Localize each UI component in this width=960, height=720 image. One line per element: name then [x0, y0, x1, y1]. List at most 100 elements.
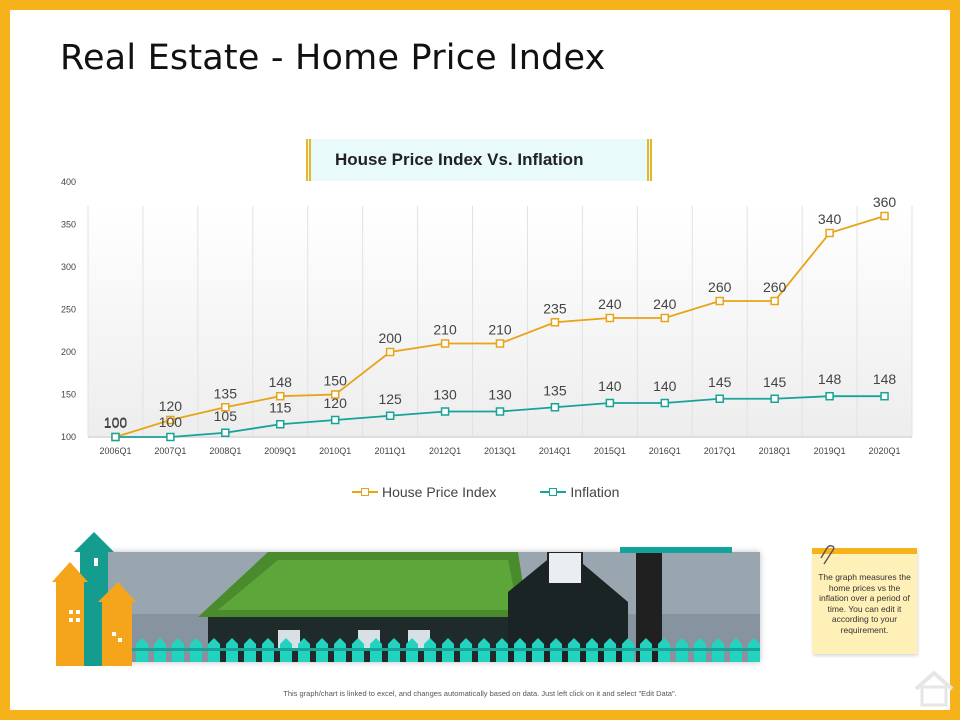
- data-label: 210: [488, 322, 512, 338]
- data-label: 200: [378, 330, 402, 346]
- chart-title-box: House Price Index Vs. Inflation: [306, 139, 652, 181]
- data-label: 140: [653, 378, 677, 394]
- data-point: [166, 432, 175, 442]
- x-tick-label: 2015Q1: [594, 446, 626, 456]
- data-point: [605, 398, 615, 408]
- data-label: 340: [818, 211, 842, 227]
- data-point: [660, 313, 670, 323]
- data-point: [385, 411, 395, 420]
- house-photo: [108, 552, 760, 662]
- x-tick-label: 2009Q1: [264, 446, 296, 456]
- data-label: 148: [269, 374, 293, 390]
- house-illustration: [108, 552, 760, 662]
- data-point: [550, 403, 560, 412]
- data-label: 360: [873, 194, 897, 210]
- data-label: 235: [543, 300, 567, 316]
- fence-rail: [108, 648, 760, 651]
- data-label: 240: [598, 296, 622, 312]
- y-tick-label: 300: [61, 262, 76, 272]
- data-point: [166, 415, 175, 425]
- data-point: [440, 407, 450, 416]
- legend-swatch-house-price-index: [352, 487, 378, 497]
- data-point: [495, 407, 505, 416]
- legend-label-inflation: Inflation: [570, 484, 620, 500]
- data-label: 140: [598, 378, 622, 394]
- data-label: 135: [543, 382, 567, 398]
- data-point: [880, 391, 889, 401]
- data-point: [330, 415, 340, 425]
- x-tick-label: 2016Q1: [649, 446, 681, 456]
- data-point: [660, 398, 670, 408]
- legend-label-house-price-index: House Price Index: [382, 484, 497, 500]
- chart-legend: House Price Index Inflation: [352, 484, 619, 500]
- data-point: [880, 211, 889, 221]
- data-label: 120: [159, 398, 183, 414]
- y-tick-label: 150: [61, 390, 76, 400]
- data-label: 100: [104, 415, 128, 431]
- x-tick-label: 2018Q1: [759, 446, 791, 456]
- data-label: 130: [433, 387, 457, 403]
- data-point: [276, 420, 285, 429]
- paperclip-icon: [820, 545, 835, 565]
- data-label: 260: [763, 279, 787, 295]
- x-tick-label: 2013Q1: [484, 446, 516, 456]
- data-label: 100: [104, 414, 128, 430]
- data-point: [715, 394, 724, 403]
- data-point: [111, 432, 120, 442]
- data-label: 115: [269, 399, 292, 415]
- line-chart: 100 150 200 250 300 350 400 2006Q1 2007Q1 2008Q1…: [61, 177, 913, 456]
- page-title: Real Estate - Home Price Index: [60, 38, 606, 78]
- building-arrows-icon: [52, 532, 136, 666]
- data-label: 145: [708, 374, 732, 390]
- x-tick-label: 2019Q1: [814, 446, 846, 456]
- chart-title: House Price Index Vs. Inflation: [335, 150, 584, 169]
- sticky-note: The graph measures the home prices vs th…: [812, 545, 917, 654]
- data-label: 148: [873, 371, 897, 387]
- x-tick-label: 2020Q1: [869, 446, 901, 456]
- x-tick-label: 2011Q1: [374, 446, 405, 456]
- data-label: 135: [214, 385, 238, 401]
- data-label: 125: [378, 391, 402, 407]
- x-tick-label: 2006Q1: [99, 446, 131, 456]
- data-label: 130: [488, 387, 512, 403]
- x-tick-label: 2014Q1: [539, 446, 571, 456]
- x-tick-label: 2010Q1: [319, 446, 351, 456]
- data-label: 105: [214, 408, 238, 424]
- data-point: [715, 296, 724, 306]
- y-tick-label: 250: [61, 305, 76, 315]
- x-tick-label: 2017Q1: [704, 446, 736, 456]
- accent-bar: [620, 547, 732, 553]
- data-label: 240: [653, 296, 677, 312]
- data-label: 148: [818, 371, 842, 387]
- data-point: [330, 390, 340, 399]
- data-label: 210: [433, 322, 457, 338]
- note-text: The graph measures the home prices vs th…: [818, 572, 911, 635]
- data-point: [385, 347, 395, 357]
- y-tick-label: 400: [61, 177, 76, 187]
- data-point: [605, 313, 615, 323]
- data-label: 120: [324, 395, 348, 411]
- data-point: [770, 296, 779, 306]
- data-point: [825, 391, 834, 401]
- data-point: [221, 403, 230, 412]
- home-icon[interactable]: [912, 667, 956, 707]
- legend-swatch-inflation: [540, 487, 567, 497]
- y-tick-label: 350: [61, 220, 76, 230]
- footer-note: This graph/chart is linked to excel, and…: [283, 689, 677, 698]
- data-label: 145: [763, 374, 787, 390]
- legend-item-inflation: Inflation: [540, 484, 619, 500]
- data-point: [221, 428, 230, 437]
- data-point: [550, 318, 560, 327]
- data-point: [440, 339, 450, 348]
- x-tick-label: 2007Q1: [154, 446, 186, 456]
- x-tick-label: 2012Q1: [429, 446, 461, 456]
- legend-item-house-price-index: House Price Index: [352, 484, 496, 500]
- data-point: [825, 228, 834, 238]
- y-tick-label: 100: [61, 432, 76, 442]
- data-label: 260: [708, 279, 732, 295]
- data-point: [770, 394, 779, 403]
- data-point: [495, 339, 505, 348]
- data-label: 100: [159, 414, 183, 430]
- data-label: 150: [324, 373, 348, 389]
- data-point: [276, 391, 285, 401]
